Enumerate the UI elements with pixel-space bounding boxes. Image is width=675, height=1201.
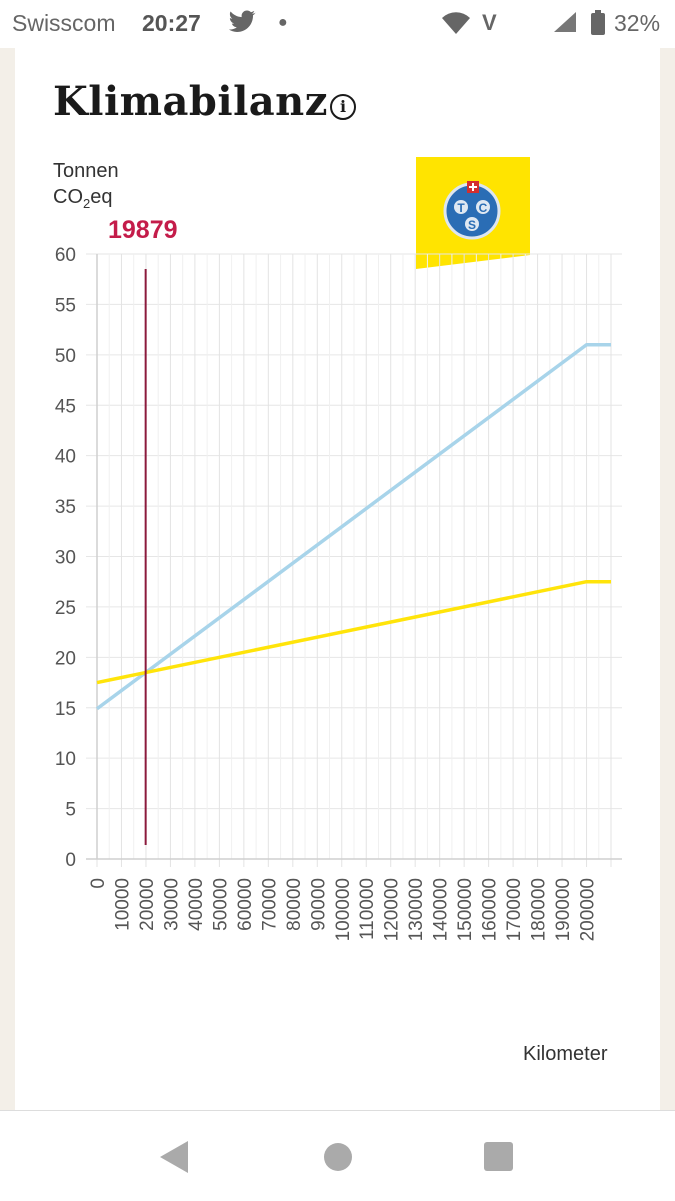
- y-tick-label: 55: [55, 295, 76, 316]
- dot-icon: ●: [278, 14, 288, 31]
- x-tick-label: 100000: [333, 878, 354, 941]
- x-tick-label: 70000: [259, 878, 280, 931]
- svg-text:S: S: [468, 218, 476, 232]
- y-tick-label: 5: [65, 800, 76, 821]
- content-card: [15, 48, 660, 1110]
- x-tick-label: 0: [88, 878, 109, 889]
- recent-apps-icon[interactable]: [484, 1142, 513, 1171]
- page-title: Klimabilanz: [53, 78, 328, 125]
- x-axis-label: Kilometer: [523, 1043, 608, 1065]
- y-tick-label: 40: [55, 447, 76, 468]
- unit-line-1: Tonnen: [53, 160, 119, 182]
- x-tick-label: 170000: [504, 878, 525, 941]
- x-tick-label: 130000: [406, 878, 427, 941]
- y-tick-label: 15: [55, 699, 76, 720]
- chart-grid: [86, 253, 622, 867]
- unit-line-2: CO2eq: [53, 186, 113, 211]
- y-axis-unit-label: Tonnen CO2eq: [53, 158, 119, 217]
- twitter-icon: [228, 10, 256, 40]
- tcs-logo: T C S: [416, 157, 530, 269]
- x-tick-label: 190000: [553, 878, 574, 941]
- x-tick-label: 10000: [112, 878, 133, 931]
- x-tick-label: 20000: [137, 878, 158, 931]
- x-tick-label: 150000: [455, 878, 476, 941]
- x-tick-label: 110000: [357, 878, 378, 940]
- x-tick-label: 200000: [578, 878, 599, 941]
- svg-text:T: T: [457, 201, 465, 215]
- volte-icon: V: [482, 10, 497, 35]
- y-tick-label: 35: [55, 497, 76, 518]
- android-nav-bar: [0, 1110, 675, 1201]
- carrier-name: Swisscom: [12, 10, 116, 36]
- status-time: 20:27: [142, 10, 201, 36]
- info-icon[interactable]: i: [330, 94, 356, 120]
- home-icon[interactable]: [324, 1143, 352, 1171]
- y-tick-label: 0: [65, 850, 76, 871]
- x-tick-label: 50000: [210, 878, 231, 931]
- chart-series: [95, 343, 611, 711]
- y-tick-label: 10: [55, 749, 76, 770]
- battery-icon: [590, 10, 606, 42]
- marker-value-label: 19879: [108, 216, 178, 244]
- x-tick-label: 30000: [161, 878, 182, 931]
- wifi-icon: [440, 10, 472, 42]
- x-tick-label: 120000: [382, 878, 403, 941]
- y-tick-label: 50: [55, 346, 76, 367]
- y-tick-label: 25: [55, 598, 76, 619]
- y-tick-label: 60: [55, 245, 76, 266]
- x-tick-label: 180000: [529, 878, 550, 941]
- svg-text:C: C: [479, 201, 488, 215]
- x-tick-label: 140000: [431, 878, 452, 941]
- x-tick-label: 40000: [186, 878, 207, 931]
- x-tick-label: 90000: [308, 878, 329, 931]
- signal-icon: [552, 10, 578, 40]
- series-line-2: [96, 579, 611, 685]
- status-bar: Swisscom 20:27 ● V 32%: [0, 0, 675, 48]
- x-tick-label: 160000: [480, 878, 501, 941]
- back-icon[interactable]: [160, 1141, 188, 1173]
- x-tick-label: 80000: [284, 878, 305, 931]
- series-line-1: [95, 343, 611, 711]
- y-tick-label: 20: [55, 648, 76, 669]
- y-tick-label: 45: [55, 396, 76, 417]
- x-tick-label: 60000: [235, 878, 256, 931]
- battery-percent: 32%: [614, 10, 661, 36]
- y-tick-label: 30: [55, 548, 76, 569]
